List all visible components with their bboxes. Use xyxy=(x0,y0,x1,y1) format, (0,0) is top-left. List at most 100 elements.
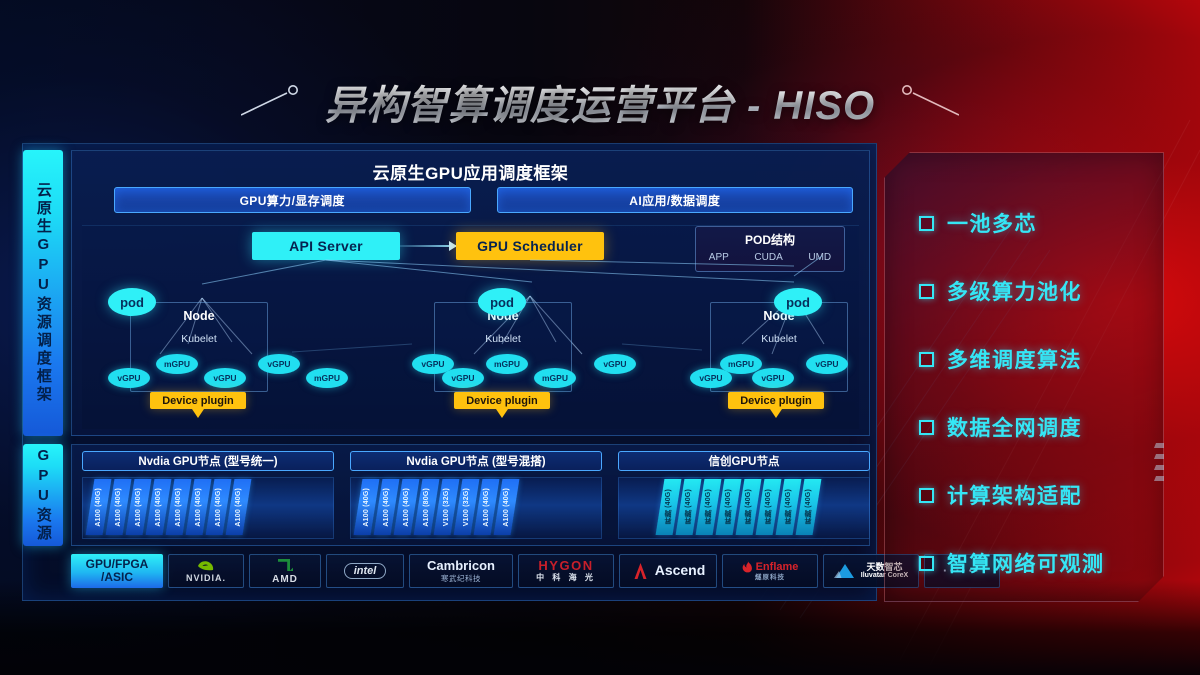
vendor-label: HYGON xyxy=(538,557,594,573)
gpu-card-label: A100 (40G) xyxy=(235,487,243,527)
scheduling-bars: GPU算力/显存调度 AI应用/数据调度 xyxy=(114,187,853,213)
device-plugin-chip[interactable]: Device plugin xyxy=(728,392,824,409)
sidebar-item-label: GPU资源 xyxy=(34,447,52,543)
mgpu-ellipse[interactable]: mGPU xyxy=(306,368,348,388)
vendor-chip-amd[interactable]: AMD xyxy=(249,554,321,588)
architecture-board: 云原生GPU资源调度框架 GPU资源 云原生GPU应用调度框架 GPU算力/显存… xyxy=(22,143,1000,601)
feature-item-network-wide-data[interactable]: 数据全网调度 xyxy=(919,393,1149,461)
vendor-label: AMD xyxy=(272,573,298,585)
kubelet-label: Kubelet xyxy=(485,333,521,345)
framework-inner-stage: API Server GPU Scheduler POD结构 APP CUDA … xyxy=(82,225,859,429)
pod-ellipse[interactable]: pod xyxy=(478,288,526,316)
gpu-card-label: A100 (40G) xyxy=(95,487,103,527)
amd-arrow-icon xyxy=(277,558,293,571)
bar-gpu-compute-memory[interactable]: GPU算力/显存调度 xyxy=(114,187,471,213)
vgpu-ellipse[interactable]: vGPU xyxy=(594,354,636,374)
feature-item-network-observability[interactable]: 智算网络可观测 xyxy=(919,529,1149,597)
vendor-sublabel: Iluvatar CoreX xyxy=(860,572,908,580)
gpu-resource-group-nvidia-mixed: Nvdia GPU节点 (型号混搭) A100 (40G) A100 (40G)… xyxy=(350,451,602,541)
gpu-scheduler-box[interactable]: GPU Scheduler xyxy=(456,232,604,260)
gpu-card-label: A100 (40G) xyxy=(483,487,491,527)
mgpu-ellipse[interactable]: mGPU xyxy=(486,354,528,374)
gpu-card-row: A100 (40G) A100 (40G) A100 (40G) A100 (4… xyxy=(85,479,252,535)
vendor-chip-cambricon[interactable]: Cambricon 寒武纪科技 xyxy=(409,554,513,588)
bar-ai-app-data[interactable]: AI应用/数据调度 xyxy=(496,187,853,213)
checkbox-icon[interactable] xyxy=(919,420,934,435)
mgpu-ellipse[interactable]: mGPU xyxy=(720,354,762,374)
gpu-card-row: A100 (40G) A100 (40G) A100 (40G) A100 (8… xyxy=(353,479,520,535)
enflame-flame-icon xyxy=(742,560,752,573)
sidebar-item-scheduling-framework[interactable]: 云原生GPU资源调度框架 xyxy=(23,150,63,436)
node-box: Node Kubelet xyxy=(130,302,268,392)
node-group-1: Node Kubelet pod vGPU mGPU vGPU vGPU mGP… xyxy=(108,288,348,418)
checkbox-icon[interactable] xyxy=(919,352,934,367)
feature-label: 一池多芯 xyxy=(947,213,1037,236)
node-group-2: Node Kubelet pod vGPU mGPU vGPU mGPU vGP… xyxy=(412,288,636,418)
api-to-scheduler-arrow-icon xyxy=(400,241,457,251)
checkbox-icon[interactable] xyxy=(919,284,934,299)
vgpu-ellipse[interactable]: vGPU xyxy=(204,368,246,388)
checkbox-icon[interactable] xyxy=(919,216,934,231)
framework-title: 云原生GPU应用调度框架 xyxy=(372,164,569,183)
vendor-label-line1: GPU/FPGA xyxy=(85,557,149,572)
panel-edge-decoration xyxy=(1155,443,1177,487)
vendor-chip-enflame[interactable]: Enflame 燧原科技 xyxy=(722,554,818,588)
node-label: Node xyxy=(183,309,215,323)
vendor-label: NVIDIA. xyxy=(185,572,226,583)
node-group-3: Node Kubelet pod mGPU vGPU vGPU vGPU Dev… xyxy=(690,288,876,418)
vendor-chip-ascend[interactable]: Ascend xyxy=(619,554,717,588)
sidebar-item-label: 云原生GPU资源调度框架 xyxy=(34,182,52,404)
pod-struct-app: APP xyxy=(708,252,729,263)
feature-item-one-pool-multi-chip[interactable]: 一池多芯 xyxy=(919,189,1149,257)
vgpu-ellipse[interactable]: vGPU xyxy=(258,354,300,374)
vgpu-ellipse[interactable]: vGPU xyxy=(412,354,454,374)
device-plugin-arrow-icon xyxy=(496,409,508,418)
vgpu-ellipse[interactable]: vGPU xyxy=(690,368,732,388)
gpu-card-label: A100 (40G) xyxy=(383,487,391,527)
mgpu-ellipse[interactable]: mGPU xyxy=(534,368,576,388)
gpu-card-label: 昇腾 (40G) xyxy=(804,489,812,525)
gpu-card-label: 昇腾 (40G) xyxy=(684,489,692,525)
gpu-card-label: 昇腾 (40G) xyxy=(664,489,672,525)
pod-ellipse[interactable]: pod xyxy=(774,288,822,316)
scheduling-framework-panel: 云原生GPU应用调度框架 GPU算力/显存调度 AI应用/数据调度 API Se… xyxy=(71,150,870,436)
checkbox-icon[interactable] xyxy=(919,556,934,571)
vendor-chip-nvidia[interactable]: NVIDIA. xyxy=(168,554,244,588)
feature-item-arch-adaptation[interactable]: 计算架构适配 xyxy=(919,461,1149,529)
gpu-resource-panel: Nvdia GPU节点 (型号统一) A100 (40G) A100 (40G)… xyxy=(71,444,870,546)
vendor-chip-hygon[interactable]: HYGON 中 科 海 光 xyxy=(518,554,614,588)
sidebar-item-gpu-resource[interactable]: GPU资源 xyxy=(23,444,63,546)
device-plugin-chip[interactable]: Device plugin xyxy=(150,392,246,409)
vendor-logo-panel: GPU/FPGA /ASIC NVIDIA. xyxy=(71,554,1000,596)
gpu-card-label: A100 (40G) xyxy=(155,487,163,527)
vendor-chip-intel[interactable]: intel xyxy=(326,554,404,588)
title-row: 异构智算调度运营平台 - HISO xyxy=(0,74,1200,130)
gpu-card-label: A100 (40G) xyxy=(195,487,203,527)
vgpu-ellipse[interactable]: vGPU xyxy=(752,368,794,388)
checkbox-icon[interactable] xyxy=(919,488,934,503)
feature-item-multi-dim-scheduling[interactable]: 多维调度算法 xyxy=(919,325,1149,393)
vendor-chip-more[interactable]: ······ xyxy=(924,554,1000,588)
vendor-chip-gpu-fpga-asic[interactable]: GPU/FPGA /ASIC xyxy=(71,554,163,588)
pod-struct-cuda: CUDA xyxy=(754,252,783,263)
vendor-chip-iluvatar[interactable]: 天数智芯 Iluvatar CoreX xyxy=(823,554,919,588)
gpu-card-label: A100 (40G) xyxy=(215,487,223,527)
feature-label: 多维调度算法 xyxy=(947,349,1082,372)
page-title: 异构智算调度运营平台 - HISO xyxy=(325,73,875,131)
vgpu-ellipse[interactable]: vGPU xyxy=(806,354,848,374)
pod-ellipse[interactable]: pod xyxy=(108,288,156,316)
vgpu-ellipse[interactable]: vGPU xyxy=(442,368,484,388)
gpu-card-label: A100 (40G) xyxy=(135,487,143,527)
gpu-card-label: A100 (40G) xyxy=(503,487,511,527)
kubelet-label: Kubelet xyxy=(761,333,797,345)
kubelet-label: Kubelet xyxy=(181,333,217,345)
vgpu-ellipse[interactable]: vGPU xyxy=(108,368,150,388)
vendor-label-line2: /ASIC xyxy=(100,570,133,584)
device-plugin-chip[interactable]: Device plugin xyxy=(454,392,550,409)
mgpu-ellipse[interactable]: mGPU xyxy=(156,354,198,374)
title-left-deco-icon xyxy=(240,85,298,116)
feature-item-multi-level-pooling[interactable]: 多级算力池化 xyxy=(919,257,1149,325)
gpu-resource-group-nvidia-uniform: Nvdia GPU节点 (型号统一) A100 (40G) A100 (40G)… xyxy=(82,451,334,541)
api-server-box[interactable]: API Server xyxy=(252,232,400,260)
